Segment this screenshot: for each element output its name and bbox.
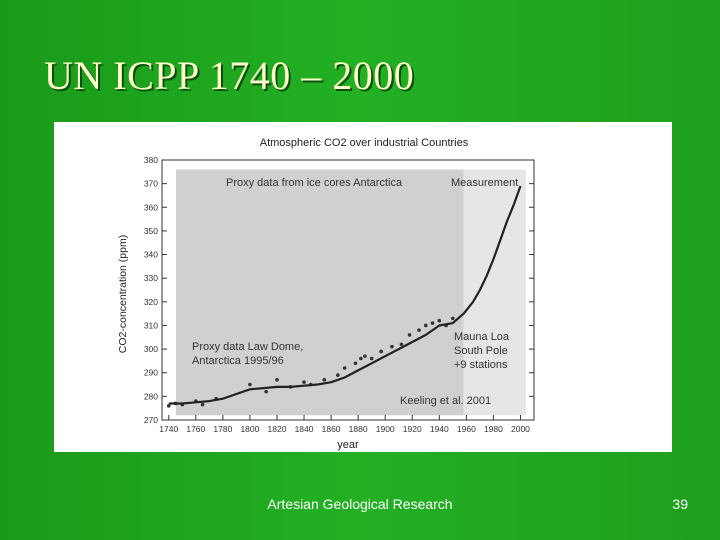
annotation-south-pole: South Pole: [454, 345, 508, 357]
x-tick-label: 1840: [295, 424, 314, 434]
proxy-point: [342, 366, 347, 370]
region-measurement: [463, 169, 526, 416]
y-tick-label: 360: [144, 202, 158, 212]
proxy-point: [407, 333, 412, 337]
proxy-point: [353, 361, 358, 366]
annotation-keeling: Keeling et al. 2001: [400, 395, 491, 407]
proxy-point: [417, 328, 421, 332]
annotation-stations: +9 stations: [454, 359, 508, 371]
proxy-point: [302, 380, 306, 384]
proxy-point: [200, 402, 205, 407]
proxy-point: [264, 389, 268, 394]
proxy-point: [399, 342, 404, 347]
region-label-proxy: Proxy data from ice cores Antarctica: [226, 177, 403, 189]
x-tick-label: 1920: [403, 424, 422, 434]
chart-title: Atmospheric CO2 over industrial Countrie…: [260, 137, 469, 149]
proxy-point: [379, 349, 383, 354]
x-tick-label: 1880: [349, 424, 368, 434]
annotation-law-dome-2: Antarctica 1995/96: [192, 355, 284, 367]
proxy-point: [430, 321, 435, 325]
y-tick-label: 300: [144, 344, 158, 354]
co2-chart: Atmospheric CO2 over industrial Countrie…: [117, 137, 535, 451]
x-tick-label: 1820: [268, 424, 287, 434]
x-tick-label: 1800: [240, 424, 259, 434]
annotation-mauna-loa: Mauna Loa: [454, 331, 510, 343]
proxy-point: [451, 316, 455, 321]
proxy-point: [437, 318, 442, 323]
footer-text: Artesian Geological Research: [267, 496, 453, 512]
y-tick-label: 350: [144, 226, 158, 236]
region-proxy: [176, 169, 464, 416]
annotation-law-dome-1: Proxy data Law Dome,: [192, 341, 303, 353]
proxy-point: [390, 344, 394, 349]
proxy-point: [363, 354, 367, 358]
slide-title: UN ICPP 1740 – 2000: [44, 53, 415, 98]
y-tick-label: 370: [144, 179, 158, 189]
proxy-point: [423, 323, 428, 328]
y-axis-label: CO2-concentration (ppm): [117, 235, 129, 353]
proxy-point: [359, 356, 363, 361]
y-tick-label: 310: [144, 320, 158, 330]
y-tick-label: 270: [144, 415, 158, 425]
proxy-point: [322, 378, 327, 382]
x-tick-label: 1760: [186, 424, 205, 434]
y-tick-label: 320: [144, 297, 158, 307]
y-tick-label: 290: [144, 368, 158, 378]
y-tick-label: 330: [144, 273, 158, 283]
proxy-point: [166, 404, 171, 408]
y-tick-label: 340: [144, 250, 158, 260]
co2-series-line: [168, 185, 522, 405]
y-tick-label: 380: [144, 155, 158, 165]
x-tick-label: 1860: [322, 424, 341, 434]
proxy-point: [275, 378, 279, 382]
x-tick-label: 1740: [159, 424, 178, 434]
x-tick-label: 1980: [484, 424, 503, 434]
region-label-measurement: Measurement: [451, 177, 518, 189]
proxy-point: [369, 356, 374, 361]
x-tick-label: 1900: [376, 424, 395, 434]
y-tick-label: 280: [144, 391, 158, 401]
x-tick-label: 1960: [457, 424, 476, 434]
x-tick-label: 2000: [511, 424, 530, 434]
page-number: 39: [672, 496, 688, 512]
proxy-point: [336, 373, 340, 377]
co2-figure: Atmospheric CO2 over industrial Countrie…: [54, 122, 672, 452]
x-tick-label: 1780: [213, 424, 232, 434]
proxy-point: [248, 382, 252, 387]
x-tick-label: 1940: [430, 424, 449, 434]
plot-frame: [161, 159, 535, 421]
x-axis-label: year: [337, 439, 359, 451]
